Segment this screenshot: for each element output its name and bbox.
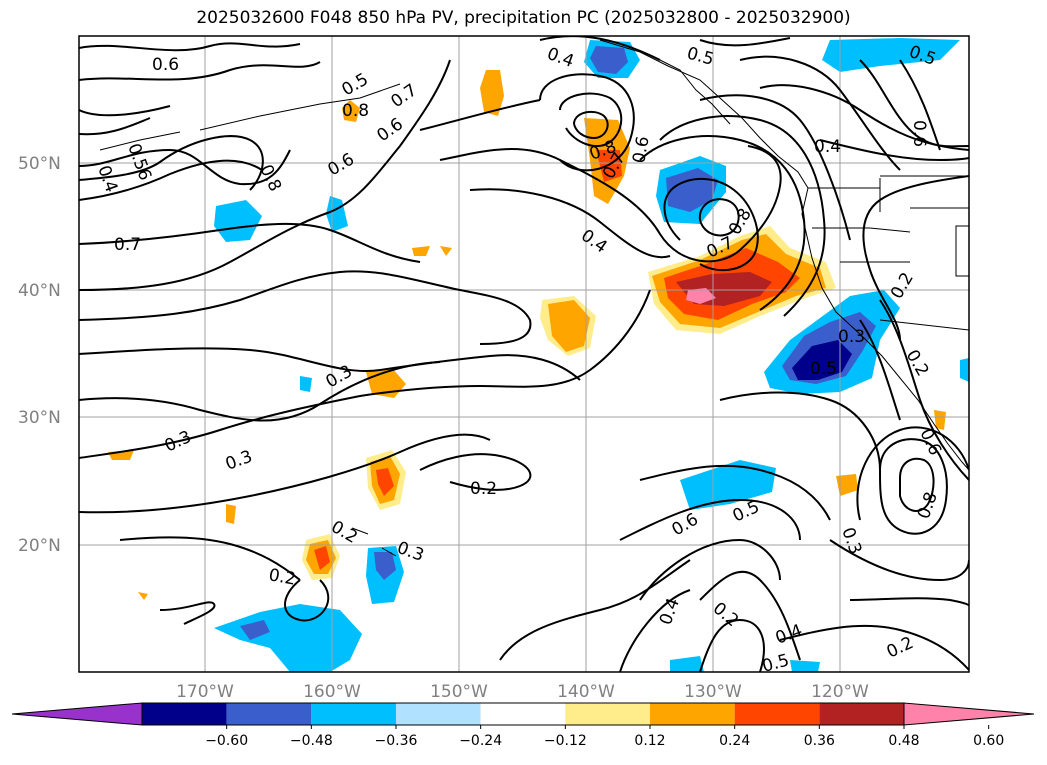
colorbar-tick-label: 0.60 xyxy=(973,733,1004,749)
precip-blob xyxy=(596,150,622,182)
pv-contours xyxy=(79,36,969,672)
contour-label: 0.6 xyxy=(909,120,929,147)
precip-blob xyxy=(138,592,148,600)
colorbar-tick-label: −0.60 xyxy=(205,733,248,749)
precip-blob xyxy=(590,46,628,74)
colorbar-segment xyxy=(311,703,396,725)
colorbar-segment xyxy=(565,703,650,725)
precip-blob xyxy=(342,100,360,122)
precip-blob xyxy=(548,300,590,352)
precip-blob xyxy=(440,246,452,256)
lon-label: 130°W xyxy=(684,682,742,702)
colorbar-tick-label: 0.12 xyxy=(634,733,665,749)
lat-label: 40°N xyxy=(18,281,61,301)
colorbar-segment xyxy=(226,703,312,725)
precip-blob xyxy=(934,410,946,430)
contour-label: 0.7 xyxy=(114,235,141,255)
colorbar-extend-max xyxy=(903,702,1035,726)
precip-blob xyxy=(822,38,960,72)
colorbar-tick-label: 0.36 xyxy=(804,733,835,749)
lat-label: 50°N xyxy=(18,154,61,174)
precip-blob xyxy=(790,660,820,672)
precip-blob xyxy=(374,552,396,580)
lat-label: 30°N xyxy=(18,408,61,428)
colorbar-extend-min xyxy=(11,702,143,726)
colorbar-segment xyxy=(480,703,566,725)
colorbar-tick-label: −0.48 xyxy=(290,733,333,749)
precip-blob xyxy=(960,358,969,382)
colorbar-segment xyxy=(734,703,820,725)
colorbar-tick-label: −0.12 xyxy=(544,733,587,749)
precip-blob xyxy=(240,620,270,640)
precip-blob xyxy=(300,376,312,392)
map-gridlines xyxy=(79,36,969,672)
precip-blob xyxy=(226,504,236,524)
colorbar-tick-label: −0.24 xyxy=(459,733,502,749)
lon-label: 160°W xyxy=(303,682,361,702)
colorbar: −0.60 −0.48 −0.36 −0.24 −0.12 0.12 0.24 0.36 0.4… xyxy=(11,702,1035,749)
precip-blob xyxy=(680,460,776,510)
lon-label: 150°W xyxy=(430,682,488,702)
latitude-labels: 50°N 40°N 30°N 20°N xyxy=(18,154,61,556)
contour-label: 0.5 xyxy=(810,359,837,379)
contour-label: 0.6 xyxy=(152,55,179,75)
chart-title: 2025032600 F048 850 hPa PV, precipitatio… xyxy=(196,8,851,28)
contour-label: 0.3 xyxy=(838,327,865,347)
contour-label: 0.6 xyxy=(629,135,653,165)
precip-blob xyxy=(214,200,262,242)
map-frame xyxy=(78,35,970,673)
precip-blob xyxy=(670,656,704,672)
colorbar-tick-label: 0.48 xyxy=(888,733,919,749)
colorbar-tick-label: −0.36 xyxy=(375,733,418,749)
colorbar-segment xyxy=(819,703,904,725)
precip-blob xyxy=(480,70,504,116)
precip-blob xyxy=(836,474,858,496)
colorbar-segment xyxy=(650,703,735,725)
precip-blob xyxy=(686,288,716,304)
colorbar-tick-label: 0.24 xyxy=(719,733,750,749)
contour-label: 0.4 xyxy=(814,137,841,157)
lon-label: 170°W xyxy=(176,682,234,702)
precip-blob xyxy=(214,604,362,672)
contour-label: 0.2 xyxy=(470,479,497,499)
precip-shading xyxy=(108,38,969,672)
lon-label: 140°W xyxy=(557,682,615,702)
contour-label: 0.8 xyxy=(342,101,369,121)
colorbar-segment xyxy=(396,703,481,725)
colorbar-frame xyxy=(141,702,905,726)
contour-label: 0.2 xyxy=(267,565,297,589)
precip-blob xyxy=(314,546,330,570)
lon-label: 120°W xyxy=(811,682,869,702)
precip-blob xyxy=(376,468,394,496)
precip-blob xyxy=(792,340,852,380)
colorbar-segment xyxy=(142,703,227,725)
longitude-labels: 170°W 160°W 150°W 140°W 130°W 120°W xyxy=(176,682,869,702)
precip-blob xyxy=(412,246,430,256)
lat-label: 20°N xyxy=(18,536,61,556)
